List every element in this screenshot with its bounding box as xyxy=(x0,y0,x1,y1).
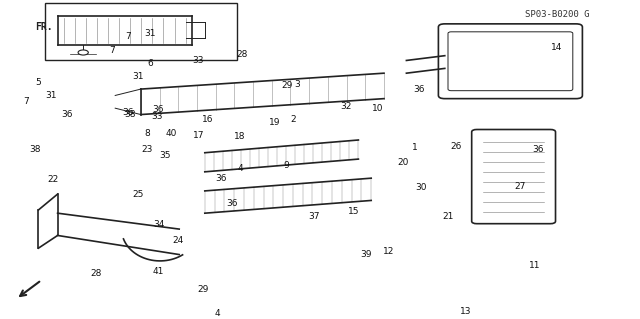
Circle shape xyxy=(78,50,88,55)
Text: SP03-B0200 G: SP03-B0200 G xyxy=(525,10,589,19)
Text: 26: 26 xyxy=(450,142,461,151)
Text: 36: 36 xyxy=(61,110,73,119)
Text: 25: 25 xyxy=(132,189,143,199)
Text: 36: 36 xyxy=(226,199,237,208)
Text: 29: 29 xyxy=(281,81,292,90)
Text: 15: 15 xyxy=(348,207,360,216)
Text: 16: 16 xyxy=(202,115,214,124)
Text: 7: 7 xyxy=(109,46,115,56)
Text: 3: 3 xyxy=(295,80,300,89)
Text: 7: 7 xyxy=(125,32,131,41)
Text: 34: 34 xyxy=(153,220,164,229)
Text: 4: 4 xyxy=(237,164,243,173)
Text: 36: 36 xyxy=(122,108,134,117)
Text: 29: 29 xyxy=(198,285,209,294)
Text: 33: 33 xyxy=(151,112,163,121)
Text: 39: 39 xyxy=(360,250,372,259)
Text: 28: 28 xyxy=(90,269,102,278)
FancyBboxPatch shape xyxy=(472,130,556,224)
Text: 36: 36 xyxy=(215,174,227,183)
Text: 24: 24 xyxy=(172,236,184,245)
Text: 35: 35 xyxy=(159,152,171,160)
Text: 27: 27 xyxy=(514,182,525,191)
Text: 18: 18 xyxy=(234,132,246,141)
Text: 4: 4 xyxy=(215,309,220,318)
Text: 40: 40 xyxy=(166,129,177,138)
Text: 31: 31 xyxy=(132,72,143,81)
Text: 5: 5 xyxy=(36,78,41,87)
Text: 17: 17 xyxy=(193,131,204,140)
Text: 11: 11 xyxy=(529,261,540,270)
Text: 20: 20 xyxy=(397,158,409,167)
Text: 32: 32 xyxy=(340,102,351,111)
Text: 22: 22 xyxy=(47,175,59,184)
Text: 12: 12 xyxy=(383,247,395,256)
Text: FR.: FR. xyxy=(35,22,53,32)
FancyBboxPatch shape xyxy=(448,32,573,91)
FancyBboxPatch shape xyxy=(438,24,582,99)
Text: 28: 28 xyxy=(236,49,248,59)
Text: 2: 2 xyxy=(291,115,296,124)
Text: 37: 37 xyxy=(308,212,319,221)
Text: 31: 31 xyxy=(45,91,57,100)
Text: 23: 23 xyxy=(141,145,153,154)
Text: 7: 7 xyxy=(23,97,28,106)
Text: 33: 33 xyxy=(193,56,204,65)
Text: 6: 6 xyxy=(148,59,153,68)
Text: 8: 8 xyxy=(145,129,150,138)
Text: 30: 30 xyxy=(415,183,427,192)
Text: 38: 38 xyxy=(29,145,41,154)
Text: 1: 1 xyxy=(412,144,417,152)
Text: 21: 21 xyxy=(442,212,454,221)
Text: 19: 19 xyxy=(269,118,281,127)
Text: 36: 36 xyxy=(413,85,425,93)
Text: 36: 36 xyxy=(152,105,164,114)
Text: 10: 10 xyxy=(372,104,383,113)
Text: 36: 36 xyxy=(532,145,543,154)
Text: 9: 9 xyxy=(284,161,289,170)
Text: 41: 41 xyxy=(153,267,164,276)
Text: 31: 31 xyxy=(145,29,156,38)
Text: 38: 38 xyxy=(124,110,136,119)
Text: 14: 14 xyxy=(551,43,563,52)
FancyBboxPatch shape xyxy=(45,3,237,61)
Text: 13: 13 xyxy=(460,307,472,316)
